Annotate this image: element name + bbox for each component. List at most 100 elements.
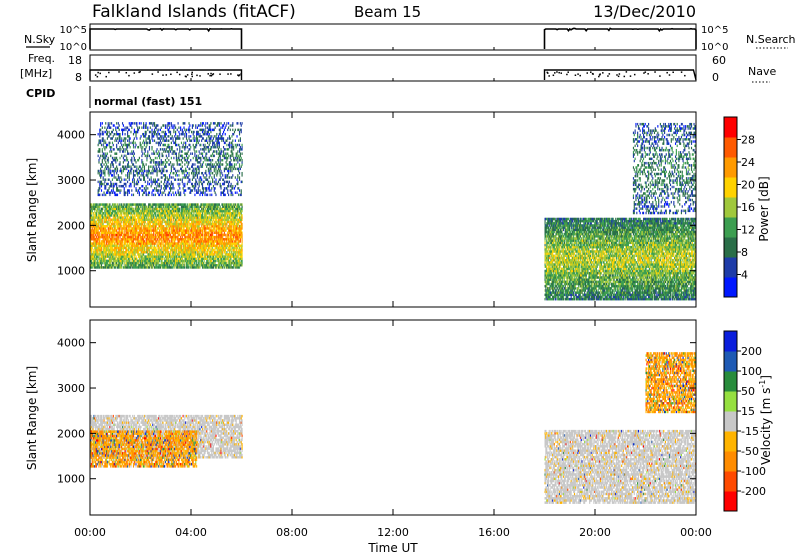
heatmap-cell xyxy=(172,225,174,228)
heatmap-cell xyxy=(169,259,171,263)
heatmap-cell xyxy=(134,238,136,241)
heatmap-cell xyxy=(140,218,142,221)
heatmap-cell xyxy=(105,205,108,208)
heatmap-cell xyxy=(99,238,101,241)
heatmap-cell xyxy=(115,209,117,213)
heatmap-cell xyxy=(116,220,118,224)
heatmap-cell xyxy=(127,248,130,252)
heatmap-cell xyxy=(141,264,143,267)
heatmap-cell xyxy=(212,231,214,234)
heatmap-cell xyxy=(143,214,145,217)
heatmap-cell xyxy=(160,209,162,213)
heatmap-cell xyxy=(143,246,146,250)
heatmap-cell xyxy=(104,171,106,175)
heatmap-cell xyxy=(103,207,105,211)
heatmap-cell xyxy=(229,246,231,250)
heatmap-cell xyxy=(100,180,103,184)
heatmap-cell xyxy=(141,225,143,228)
heatmap-cell xyxy=(163,253,165,256)
heatmap-cell xyxy=(238,259,241,263)
heatmap-cell xyxy=(159,251,161,254)
nave-dot xyxy=(185,75,187,78)
heatmap-cell xyxy=(122,266,124,269)
heatmap-cell xyxy=(129,264,131,267)
heatmap-cell xyxy=(137,207,140,211)
heatmap-cell xyxy=(144,220,146,224)
heatmap-cell xyxy=(235,240,237,243)
heatmap-cell xyxy=(151,242,153,245)
heatmap-cell xyxy=(91,227,93,230)
heatmap-cell xyxy=(166,205,168,208)
heatmap-cell xyxy=(169,253,172,256)
heatmap-cell xyxy=(140,227,142,230)
heatmap-cell xyxy=(157,257,159,260)
heatmap-cell xyxy=(173,233,175,237)
heatmap-cell xyxy=(95,257,98,260)
heatmap-cell xyxy=(145,251,147,254)
nave-dot xyxy=(633,73,636,76)
heatmap-cell xyxy=(108,178,110,181)
heatmap-cell xyxy=(168,220,170,224)
heatmap-cell xyxy=(115,261,117,265)
heatmap-cell xyxy=(101,216,103,219)
heatmap-cell xyxy=(226,225,228,228)
heatmap-cell xyxy=(129,248,131,252)
heatmap-cell xyxy=(160,246,162,250)
heatmap-cell xyxy=(173,216,175,219)
heatmap-cell xyxy=(133,220,135,224)
heatmap-cell xyxy=(98,214,100,217)
heatmap-cell xyxy=(129,255,131,258)
heatmap-cell xyxy=(110,225,112,228)
heatmap-cell xyxy=(174,214,176,217)
heatmap-cell xyxy=(109,205,111,208)
heatmap-cell xyxy=(172,255,174,258)
heatmap-cell xyxy=(112,218,114,221)
heatmap-cell xyxy=(119,233,121,237)
heatmap-cell xyxy=(156,255,158,258)
heatmap-cell xyxy=(90,209,92,213)
heatmap-cell xyxy=(137,203,140,206)
heatmap-cell xyxy=(126,209,128,213)
heatmap-cell xyxy=(136,227,138,230)
heatmap-cell xyxy=(123,238,125,241)
heatmap-cell xyxy=(110,171,112,175)
heatmap-cell xyxy=(148,227,150,230)
heatmap-cell xyxy=(146,257,148,260)
heatmap-cell xyxy=(165,264,167,267)
heatmap-cell xyxy=(91,205,93,208)
heatmap-cell xyxy=(105,229,107,232)
heatmap-cell xyxy=(101,148,103,151)
heatmap-cell xyxy=(99,150,101,153)
heatmap-cell xyxy=(102,169,104,173)
heatmap-cell xyxy=(137,253,139,256)
heatmap-cell xyxy=(162,231,164,234)
heatmap-cell xyxy=(125,255,127,258)
heatmap-cell xyxy=(139,259,141,263)
heatmap-cell xyxy=(222,251,224,254)
heatmap-cell xyxy=(123,214,125,217)
heatmap-cell xyxy=(118,259,120,263)
heatmap-cell xyxy=(92,238,94,241)
heatmap-cell xyxy=(105,233,107,237)
heatmap-cell xyxy=(105,152,107,155)
heatmap-cell xyxy=(114,218,116,221)
heatmap-cell xyxy=(110,231,112,234)
heatmap-cell xyxy=(117,209,119,213)
heatmap-cell xyxy=(129,246,131,250)
nave-dot xyxy=(191,71,193,74)
heatmap-cell xyxy=(94,207,96,211)
heatmap-cell xyxy=(90,209,92,213)
heatmap-cell xyxy=(100,214,102,217)
heatmap-cell xyxy=(174,240,176,243)
heatmap-cell xyxy=(100,209,103,213)
nsky-label: N.Sky xyxy=(24,33,56,46)
heatmap-cell xyxy=(116,216,119,219)
heatmap-cell xyxy=(207,264,209,267)
heatmap-cell xyxy=(141,253,143,256)
heatmap-cell xyxy=(128,255,130,258)
heatmap-cell xyxy=(161,216,163,219)
heatmap-cell xyxy=(95,227,98,230)
heatmap-cell xyxy=(142,246,144,250)
heatmap-cell xyxy=(94,216,96,219)
heatmap-cell xyxy=(133,218,135,221)
